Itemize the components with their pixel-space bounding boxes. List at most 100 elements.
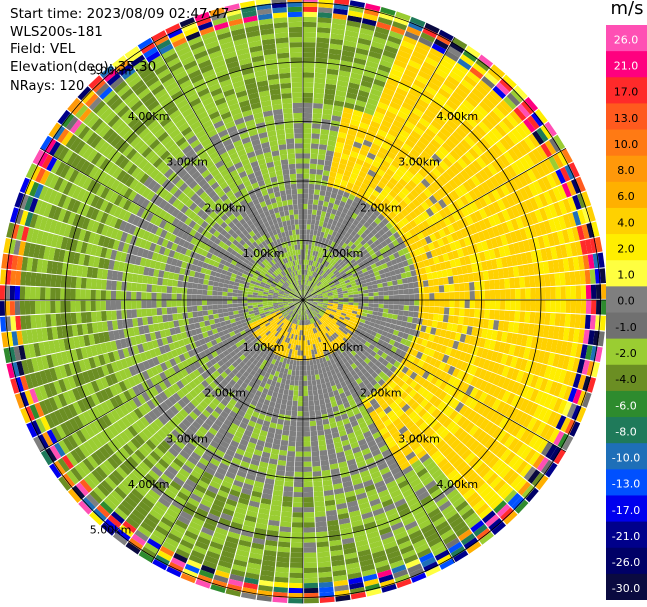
velocity-gate: [471, 263, 478, 273]
velocity-gate: [491, 330, 498, 341]
velocity-gate: [552, 397, 563, 413]
velocity-gate: [484, 436, 496, 449]
velocity-gate: [506, 332, 513, 344]
velocity-gate: [313, 87, 325, 94]
velocity-gate: [435, 164, 446, 175]
velocity-gate: [327, 293, 333, 296]
velocity-gate: [553, 368, 562, 382]
velocity-gate: [475, 58, 490, 72]
velocity-gate: [440, 83, 454, 95]
velocity-gate: [484, 280, 490, 290]
velocity-gate: [383, 300, 389, 305]
velocity-gate: [303, 491, 314, 498]
velocity-gate: [530, 287, 536, 300]
velocity-gate: [428, 195, 438, 205]
velocity-gate: [464, 300, 470, 309]
velocity-gate: [469, 387, 479, 398]
velocity-gate: [320, 403, 327, 410]
velocity-gate: [418, 168, 428, 178]
velocity-gate: [460, 79, 475, 92]
velocity-gate: [569, 271, 576, 285]
velocity-gate: [378, 489, 390, 498]
velocity-gate: [525, 387, 535, 400]
velocity-gate: [306, 285, 310, 291]
velocity-gate: [469, 335, 477, 346]
velocity-gate: [305, 350, 309, 356]
velocity-gate: [460, 448, 473, 461]
velocity-gate: [323, 350, 328, 357]
velocity-gate: [431, 153, 442, 164]
velocity-gate: [308, 308, 312, 313]
velocity-gate: [493, 341, 501, 352]
velocity-gate: [485, 178, 496, 191]
velocity-gates: [0, 0, 606, 604]
velocity-gate: [340, 331, 347, 338]
velocity-gate: [430, 540, 445, 552]
velocity-gate: [415, 543, 430, 554]
velocity-gate: [576, 193, 587, 209]
velocity-gate: [519, 463, 533, 478]
velocity-gate: [325, 402, 332, 409]
velocity-gate: [362, 13, 378, 22]
velocity-gate: [414, 510, 427, 521]
velocity-gate: [353, 384, 361, 392]
velocity-gate: [367, 224, 375, 232]
velocity-gate: [350, 237, 357, 244]
velocity-gate: [458, 123, 471, 135]
velocity-gate: [307, 214, 312, 220]
velocity-gate: [567, 372, 577, 387]
velocity-gate: [393, 341, 400, 348]
velocity-gate: [319, 190, 326, 196]
velocity-gate: [350, 230, 357, 237]
velocity-gate: [500, 183, 510, 196]
velocity-gate: [460, 228, 468, 238]
velocity-gate: [381, 498, 394, 508]
velocity-gate: [409, 380, 418, 389]
velocity-gate: [377, 339, 385, 346]
velocity-gate: [303, 396, 309, 402]
velocity-gate: [396, 388, 405, 397]
velocity-gate: [319, 324, 324, 330]
velocity-gate: [438, 228, 446, 238]
velocity-gate: [410, 83, 424, 94]
velocity-gate: [487, 163, 498, 176]
velocity-gate: [338, 359, 345, 366]
velocity-gate: [316, 47, 329, 54]
velocity-gate: [363, 323, 370, 329]
velocity-gate: [421, 229, 429, 238]
velocity-gate: [293, 481, 303, 488]
velocity-gate: [388, 328, 395, 335]
velocity-gate: [479, 153, 491, 166]
velocity-gate: [360, 239, 367, 246]
velocity-gate: [376, 69, 390, 78]
velocity-gate: [307, 314, 310, 320]
velocity-gate: [523, 466, 537, 481]
velocity-gate: [482, 193, 492, 206]
velocity-gate: [418, 246, 426, 255]
velocity-gate: [303, 92, 314, 98]
velocity-gate: [490, 351, 499, 362]
velocity-gate: [378, 526, 392, 536]
velocity-gate: [362, 335, 369, 342]
velocity-gate: [546, 411, 558, 426]
velocity-gate: [513, 345, 521, 357]
velocity-gate: [363, 235, 371, 243]
velocity-gate: [562, 214, 572, 229]
velocity-gate: [381, 330, 388, 337]
velocity-gate: [307, 302, 313, 305]
velocity-gate: [548, 428, 560, 444]
velocity-gate: [318, 200, 324, 206]
velocity-gate: [331, 346, 337, 353]
velocity-gate: [303, 557, 317, 563]
velocity-gate: [312, 303, 318, 307]
velocity-gate: [327, 336, 333, 343]
velocity-gate: [521, 100, 535, 115]
velocity-gate: [425, 326, 432, 334]
velocity-gate: [316, 546, 330, 553]
velocity-gate: [420, 353, 428, 362]
velocity-gate: [467, 317, 474, 327]
velocity-gate: [293, 492, 303, 498]
velocity-gate: [485, 239, 494, 250]
velocity-gate: [374, 360, 382, 368]
velocity-gate: [462, 316, 469, 326]
